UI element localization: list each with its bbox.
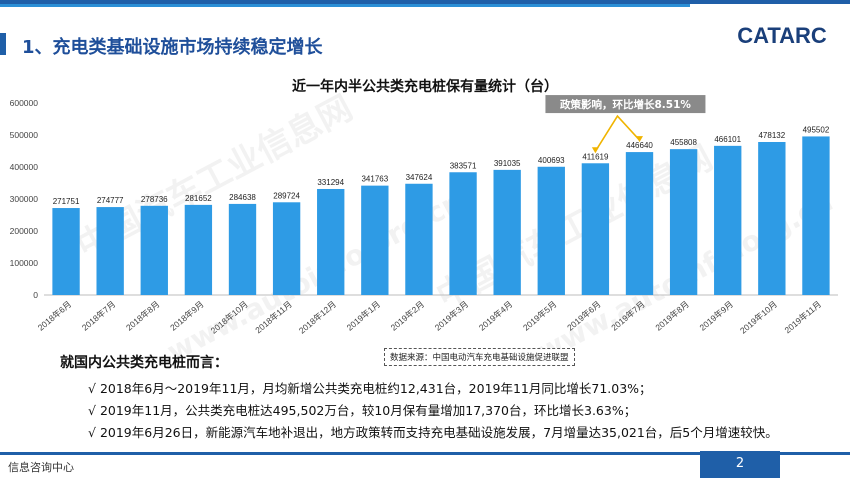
x-tick-label: 2019年6月 [565, 299, 603, 333]
bar [449, 172, 477, 295]
y-tick-label: 600000 [10, 98, 39, 108]
y-tick-label: 0 [33, 290, 38, 300]
section-heading: 就国内公共类充电桩而言： [60, 355, 228, 371]
data-label: 284638 [229, 193, 256, 202]
x-tick-label: 2018年6月 [36, 299, 74, 333]
bar [669, 149, 698, 295]
bar [140, 205, 168, 295]
bar [581, 163, 610, 295]
data-label: 495502 [803, 125, 830, 134]
source-note: 数据来源：中国电动汽车充电基础设施促进联盟 [384, 348, 575, 366]
top-bar [0, 0, 850, 4]
x-tick-label: 2018年7月 [80, 299, 118, 333]
annotation-text: 政策影响，环比增长8.51% [560, 98, 691, 111]
data-label: 391035 [494, 159, 521, 168]
footer-line [0, 452, 850, 455]
data-label: 383571 [450, 161, 477, 170]
data-label: 455808 [670, 138, 697, 147]
bar [184, 204, 213, 295]
data-label: 411619 [582, 152, 609, 161]
data-label: 274777 [97, 196, 124, 205]
data-label: 271751 [53, 197, 80, 206]
x-tick-label: 2019年9月 [697, 299, 735, 333]
y-tick-label: 300000 [10, 194, 39, 204]
x-tick-label: 2019年3月 [433, 299, 471, 333]
bar [758, 141, 786, 295]
y-tick-label: 400000 [10, 162, 39, 172]
y-tick-label: 100000 [10, 258, 39, 268]
bar-chart: 0 100000 200000 300000 400000 500000 600000 271… [10, 95, 838, 336]
bar [96, 207, 124, 295]
page-number: 2 [700, 451, 780, 478]
bar [802, 136, 830, 295]
top-accent-bar [0, 4, 690, 7]
data-label: 478132 [758, 131, 785, 140]
x-tick-label: 2019年8月 [653, 299, 691, 333]
x-tick-label: 2018年9月 [168, 299, 206, 333]
data-label: 331294 [317, 178, 344, 187]
bullet-item: √ 2018年6月～2019年11月，月均新增公共类充电桩约12,431台，20… [88, 381, 652, 396]
bar [228, 203, 257, 295]
bar [272, 202, 301, 295]
x-tick-label: 2018年8月 [124, 299, 162, 333]
logo-text: CATARC [737, 23, 827, 48]
x-tick-label: 2019年11月 [783, 299, 824, 335]
bar [493, 169, 521, 295]
bullet-item: √ 2019年11月，公共类充电桩达495,502万台，较10月保有量增加17,… [88, 403, 637, 418]
x-tick-label: 2019年1月 [345, 299, 383, 333]
x-tick-label: 2019年7月 [609, 299, 647, 333]
y-tick-label: 500000 [10, 130, 39, 140]
data-label: 281652 [185, 194, 212, 203]
data-label: 400693 [538, 156, 565, 165]
x-tick-label: 2018年10月 [209, 299, 250, 336]
footer-label: 信息咨询中心 [8, 461, 74, 474]
data-label: 278736 [141, 195, 168, 204]
y-tick-label: 200000 [10, 226, 39, 236]
bullet-list: √ 2018年6月～2019年11月，月均新增公共类充电桩约12,431台，20… [88, 380, 778, 446]
data-label: 341763 [361, 175, 388, 184]
annotation-arrow [594, 114, 641, 152]
x-tick-label: 2018年12月 [297, 299, 338, 336]
x-tick-label: 2019年10月 [738, 299, 779, 336]
annotation-arrowhead [636, 136, 643, 143]
bullet-item: √ 2019年6月26日，新能源汽车地补退出，地方政策转而支持充电基础设施发展，… [88, 425, 778, 440]
x-tick-label: 2019年5月 [521, 299, 559, 333]
bar [405, 183, 433, 295]
chart-title: 近一年内半公共类充电桩保有量统计（台） [292, 79, 558, 95]
annotation-arrowhead [591, 147, 599, 154]
title-marker [0, 33, 6, 55]
x-tick-label: 2019年4月 [477, 299, 515, 333]
data-label: 446640 [626, 141, 653, 150]
bar [52, 208, 80, 295]
bar [317, 188, 345, 295]
data-label: 347624 [406, 173, 433, 182]
x-tick-label: 2019年2月 [389, 299, 427, 333]
annotation-box [545, 95, 706, 114]
x-tick-label: 2018年11月 [253, 299, 294, 335]
bar [361, 185, 389, 295]
data-label: 466101 [714, 135, 741, 144]
data-label: 289724 [273, 191, 300, 200]
page-title: 1、充电类基础设施市场持续稳定增长 [22, 37, 323, 58]
bar [537, 166, 565, 295]
bar [625, 152, 654, 295]
catarc-logo: CATARC [737, 23, 827, 48]
bar [714, 145, 742, 295]
